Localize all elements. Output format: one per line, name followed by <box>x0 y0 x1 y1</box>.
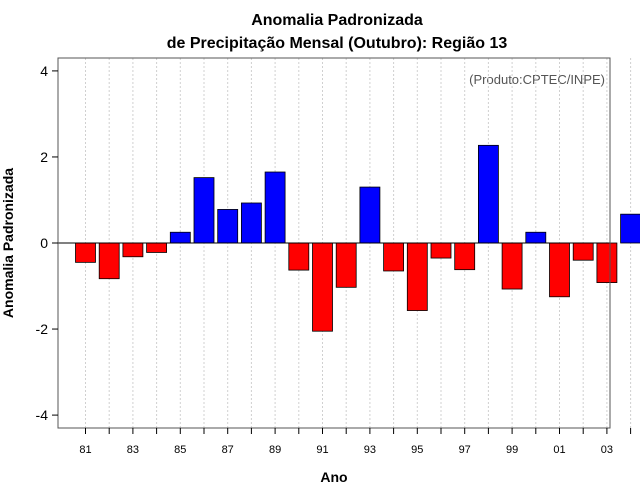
x-tick-label: 97 <box>459 444 471 456</box>
x-tick-label: 01 <box>553 444 565 456</box>
y-tick-label: 4 <box>40 63 48 79</box>
bar-04 <box>620 213 640 244</box>
bar-02 <box>572 242 594 261</box>
chart-subtitle: de Precipitação Mensal (Outubro): Região… <box>167 35 508 52</box>
bar-92 <box>335 242 357 288</box>
bar-01 <box>549 242 570 298</box>
x-tick-label: 85 <box>174 444 186 456</box>
bar-83 <box>122 242 144 258</box>
y-tick-label: -4 <box>36 407 49 423</box>
x-tick-label: 93 <box>364 444 376 456</box>
bar-86 <box>193 177 215 244</box>
bar-82 <box>98 242 120 280</box>
bar-90 <box>288 242 310 271</box>
bar-88 <box>240 202 262 244</box>
x-axis: 8183858789919395979901030507091113151719… <box>79 428 632 456</box>
x-tick-label: 81 <box>79 444 91 456</box>
x-tick-label: 03 <box>601 444 613 456</box>
y-axis-title: Anomalia Padronizada <box>0 168 16 318</box>
bar-93 <box>359 186 381 244</box>
x-tick-label: 89 <box>269 444 281 456</box>
bar-87 <box>217 209 239 244</box>
bar-81 <box>75 242 96 263</box>
bar-91 <box>312 242 333 332</box>
bars <box>75 144 640 332</box>
bar-96 <box>430 242 452 259</box>
y-tick-label: 0 <box>40 235 48 251</box>
bar-84 <box>146 242 168 253</box>
bar-03 <box>596 242 618 283</box>
bar-00 <box>525 231 547 244</box>
x-tick-label: 95 <box>411 444 423 456</box>
x-tick-label: 99 <box>506 444 518 456</box>
bar-89 <box>264 171 286 244</box>
bar-98 <box>477 144 499 244</box>
y-axis: -4 -2 0 2 4 <box>36 63 58 423</box>
bar-95 <box>406 242 428 311</box>
x-tick-label: 83 <box>127 444 139 456</box>
bar-85 <box>169 231 191 244</box>
chart-title: Anomalia Padronizada <box>251 12 423 29</box>
credit-text: (Produto:CPTEC/INPE) <box>469 72 605 87</box>
bar-94 <box>383 242 405 272</box>
bar-99 <box>501 242 523 290</box>
bar-97 <box>454 242 476 271</box>
x-axis-title: Ano <box>320 469 347 485</box>
y-tick-label: 2 <box>40 149 48 165</box>
x-tick-label: 87 <box>222 444 234 456</box>
y-tick-label: -2 <box>36 321 49 337</box>
x-tick-label: 91 <box>316 444 328 456</box>
